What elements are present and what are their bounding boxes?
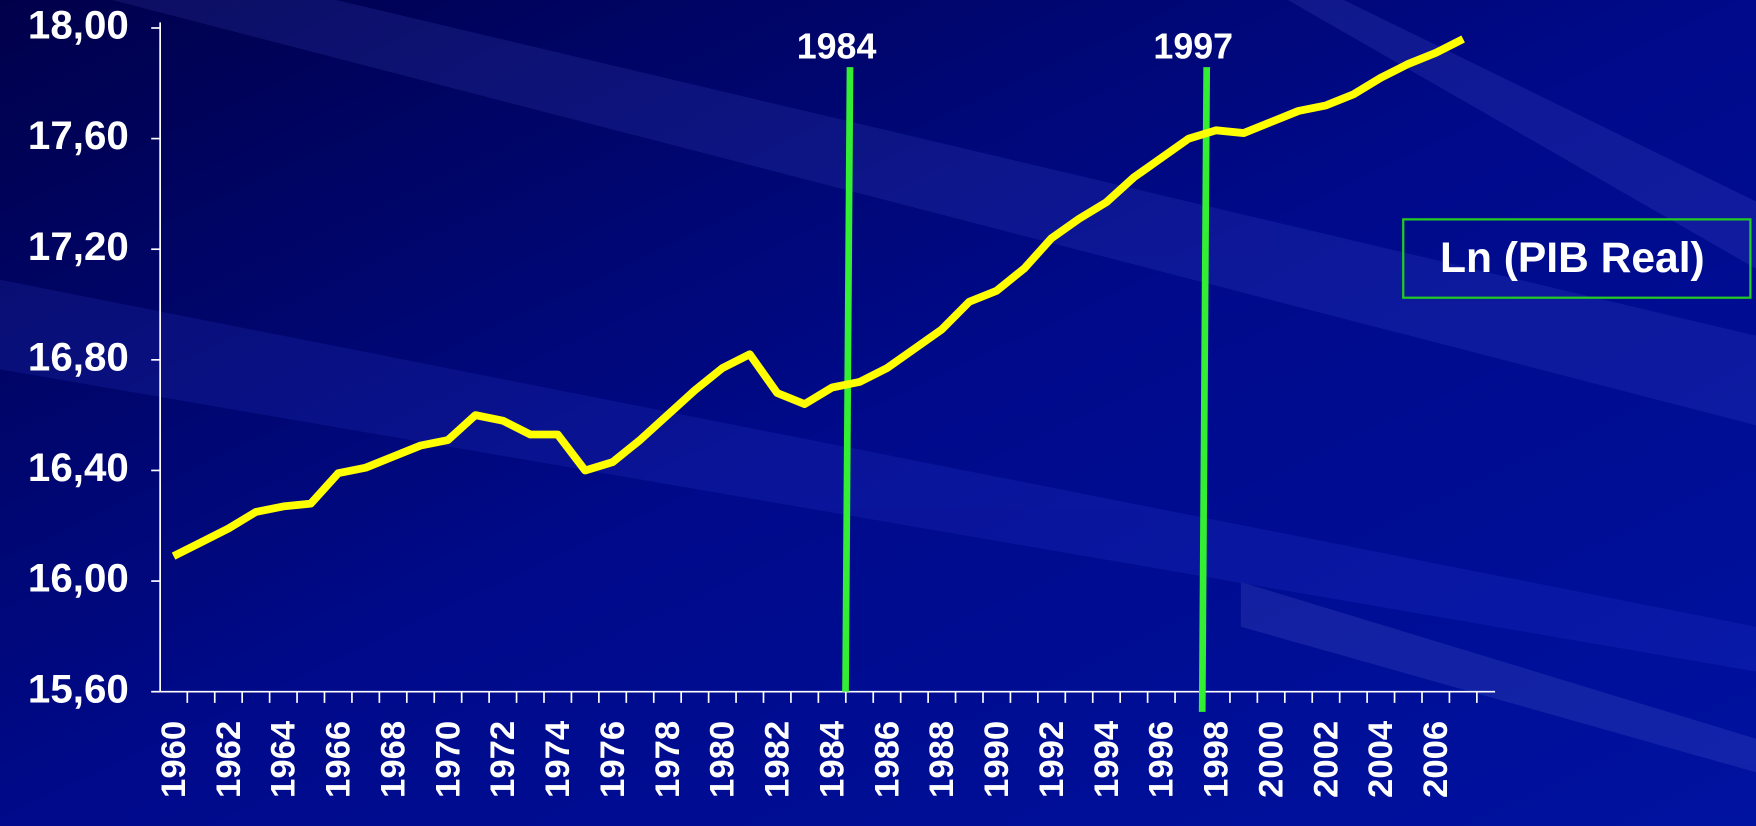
x-tick-label: 1998 xyxy=(1198,721,1236,798)
x-tick-label: 1984 xyxy=(813,720,851,798)
x-tick-label: 1974 xyxy=(539,720,577,798)
x-tick-label: 1976 xyxy=(594,721,632,798)
x-tick-label: 2000 xyxy=(1252,721,1290,798)
x-tick-label: 1978 xyxy=(649,721,687,798)
legend-label: Ln (PIB Real) xyxy=(1440,234,1705,282)
x-tick-label: 1996 xyxy=(1143,721,1181,798)
x-tick-label: 1994 xyxy=(1088,720,1126,798)
data-line xyxy=(171,35,1465,560)
x-tick-label: 1988 xyxy=(923,721,961,798)
x-tick-label: 2004 xyxy=(1362,720,1400,798)
y-tick-label: 16,40 xyxy=(28,445,129,490)
y-tick-label: 17,20 xyxy=(28,224,129,269)
x-tick-label: 1966 xyxy=(320,721,358,798)
annotation-label: 1997 xyxy=(1153,27,1233,67)
y-tick-label: 16,80 xyxy=(28,334,129,379)
x-tick-label: 1992 xyxy=(1033,721,1071,798)
x-tick-label: 2006 xyxy=(1417,721,1455,798)
legend-box xyxy=(1402,218,1752,299)
x-tick-label: 1980 xyxy=(704,721,742,798)
x-tick-label: 1968 xyxy=(374,721,412,798)
y-tick-label: 15,60 xyxy=(28,666,129,711)
x-tick-label: 1970 xyxy=(429,721,467,798)
y-tick-label: 16,00 xyxy=(28,556,129,601)
annotation-line xyxy=(1198,67,1211,712)
plot-area: 15,60 16,00 16,40 16,80 17,20 17,60 18,00 1960 1… xyxy=(28,3,1752,798)
x-tick-label: 1972 xyxy=(484,721,522,798)
legend: Ln (PIB Real) xyxy=(1402,218,1752,299)
x-tick-label: 1982 xyxy=(759,721,797,798)
annotation-line xyxy=(842,67,854,692)
x-tick-label: 1986 xyxy=(868,721,906,798)
x-tick-label: 1960 xyxy=(155,721,193,798)
x-tick-label: 1962 xyxy=(210,721,248,798)
background-streaks xyxy=(0,0,1756,773)
annotation-label: 1984 xyxy=(797,27,877,67)
x-tick-label: 1990 xyxy=(978,721,1016,798)
y-tick-label: 17,60 xyxy=(28,113,129,158)
x-tick-label: 1964 xyxy=(265,720,303,798)
y-tick-label: 18,00 xyxy=(28,3,129,48)
x-tick-label: 2002 xyxy=(1307,721,1345,798)
